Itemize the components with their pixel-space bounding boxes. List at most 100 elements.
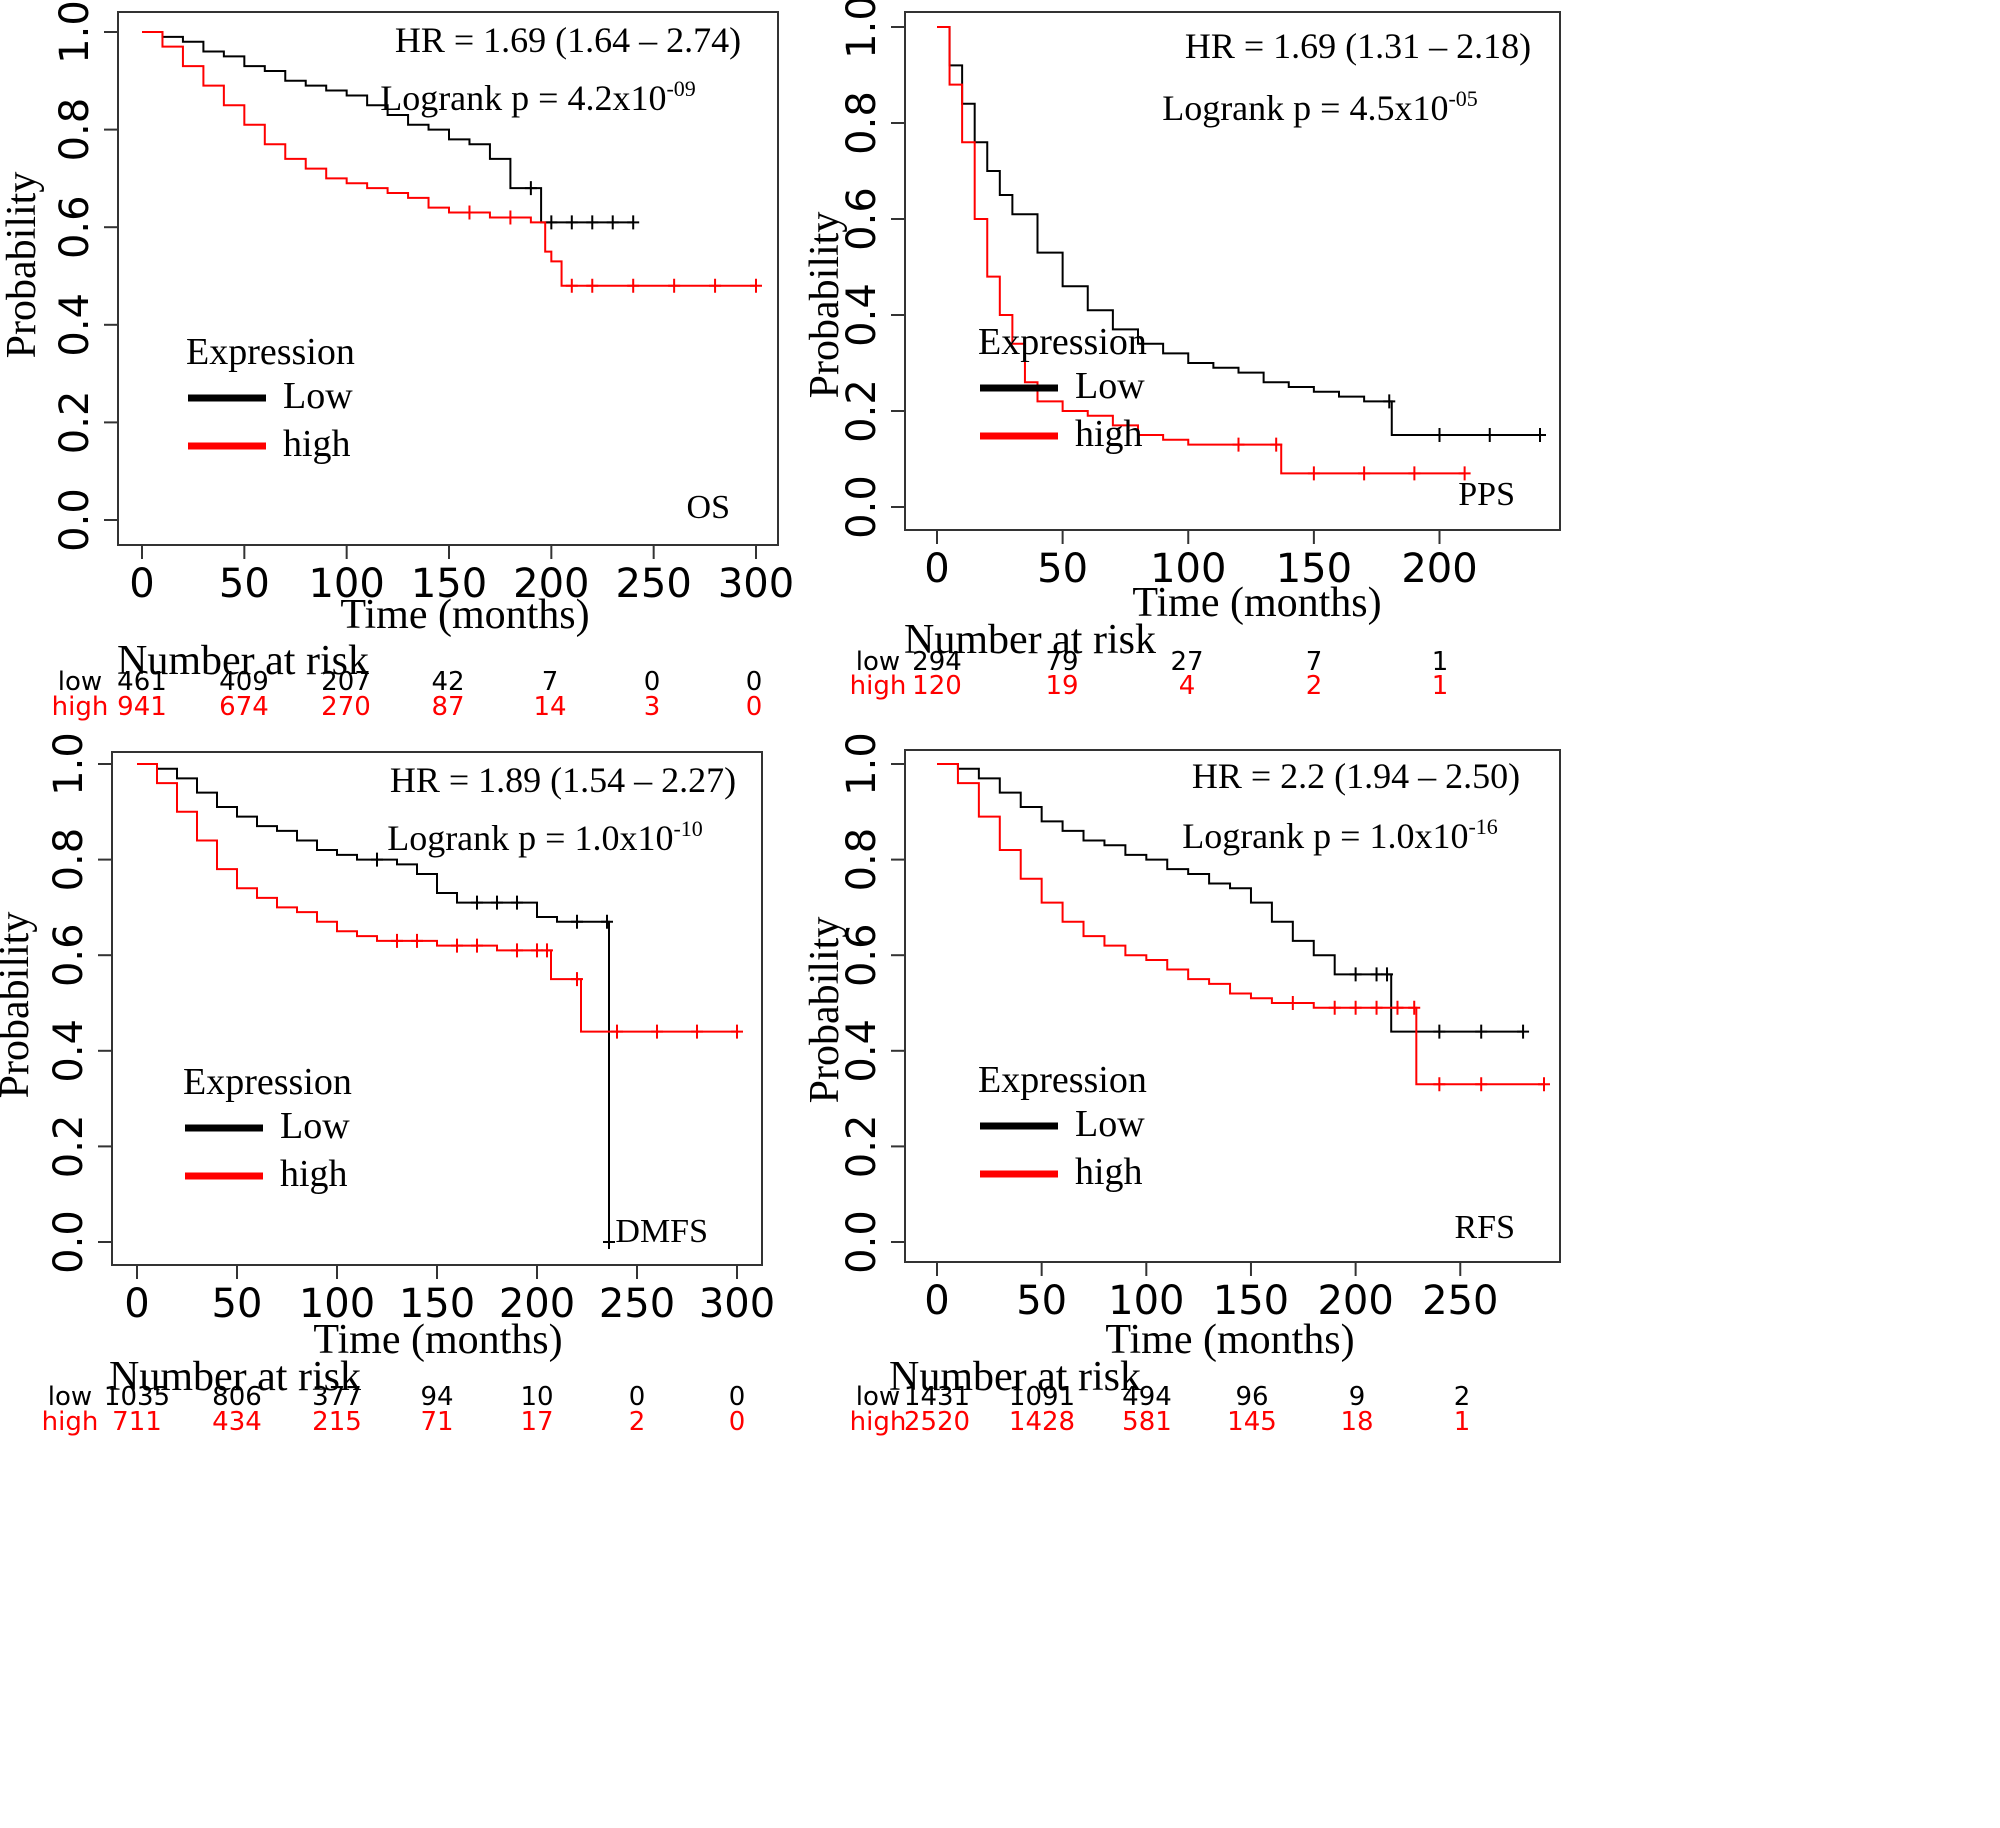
risk-value-high: 18	[1340, 1407, 1373, 1437]
censor-mark-high	[586, 278, 599, 293]
legend-label-low: Low	[280, 1105, 350, 1147]
censor-mark-high	[411, 933, 423, 948]
x-tick-label: 0	[124, 1281, 149, 1327]
logrank-annotation: Logrank p = 4.5x10-05	[1162, 86, 1478, 128]
risk-value-high: 1	[1454, 1407, 1471, 1437]
risk-value-high: 674	[219, 692, 269, 722]
risk-value-low: 494	[1122, 1382, 1172, 1412]
risk-value-low: 2	[1454, 1382, 1471, 1412]
risk-value-high: 434	[212, 1407, 262, 1437]
censor-mark-high	[1370, 1000, 1383, 1015]
risk-value-high: 145	[1227, 1407, 1277, 1437]
censor-mark-low	[1349, 967, 1362, 982]
panel-label: PPS	[1458, 476, 1515, 513]
hr-annotation: HR = 1.69 (1.31 – 2.18)	[1185, 26, 1531, 66]
x-tick-label: 150	[399, 1281, 475, 1327]
censor-mark-high	[451, 938, 463, 953]
legend-title: Expression	[183, 1061, 352, 1103]
risk-table-title: Number at risk	[117, 638, 369, 684]
x-tick-label: 50	[212, 1281, 263, 1327]
x-axis-title: Time (months)	[340, 592, 589, 638]
censor-mark-low	[1534, 428, 1546, 442]
censor-mark-high	[511, 943, 523, 958]
hr-annotation: HR = 2.2 (1.94 – 2.50)	[1192, 756, 1520, 796]
x-axis-title: Time (months)	[1132, 580, 1381, 626]
y-tick-label: 0.6	[46, 923, 92, 987]
x-tick-label: 150	[411, 561, 487, 607]
risk-value-low: 1091	[1009, 1382, 1075, 1412]
censor-mark-high	[1458, 466, 1471, 481]
km-panel-os: 0.00.20.40.60.81.00 50 100 150 200 250 300Time…	[0, 0, 794, 722]
x-tick-label: 150	[1276, 546, 1352, 592]
censor-mark-high	[1408, 466, 1421, 481]
x-tick-label: 100	[1150, 546, 1226, 592]
censor-mark-high	[1408, 1000, 1421, 1015]
x-tick-label: 50	[219, 561, 270, 607]
y-tick-label: 1.0	[839, 732, 885, 796]
censor-mark-low	[511, 895, 523, 910]
censor-mark-high	[565, 278, 578, 293]
y-tick-label: 0.2	[46, 1115, 92, 1179]
risk-value-high: 0	[746, 692, 763, 722]
risk-row-label-high: high	[850, 1407, 907, 1437]
y-tick-label: 0.6	[839, 187, 885, 251]
censor-mark-high	[1475, 1077, 1488, 1092]
km-curve-low	[937, 26, 1540, 436]
risk-value-high: 0	[729, 1407, 746, 1437]
y-tick-label: 0.8	[46, 828, 92, 892]
km-curve-high	[137, 763, 737, 1033]
y-tick-label: 0.4	[839, 283, 885, 347]
censor-mark-low	[565, 215, 578, 230]
y-tick-label: 0.0	[46, 1210, 92, 1274]
x-tick-label: 200	[1401, 546, 1477, 592]
censor-mark-low	[601, 914, 613, 929]
km-curve-high	[142, 31, 756, 287]
risk-value-low: 377	[312, 1382, 362, 1412]
risk-value-high: 71	[420, 1407, 453, 1437]
y-tick-label: 0.4	[46, 1019, 92, 1083]
plot-frame	[904, 11, 1561, 531]
censor-mark-low	[571, 914, 583, 929]
risk-value-low: 9	[1349, 1382, 1366, 1412]
risk-row-label-high: high	[52, 692, 109, 722]
km-curve-low	[937, 763, 1524, 1033]
censor-mark-low	[603, 1235, 615, 1249]
risk-value-high: 87	[431, 692, 464, 722]
x-tick-label: 200	[513, 561, 589, 607]
censor-mark-high	[471, 938, 483, 953]
risk-value-low: 0	[729, 1382, 746, 1412]
risk-value-low: 96	[1235, 1382, 1268, 1412]
risk-value-high: 941	[117, 692, 167, 722]
risk-value-low: 461	[117, 667, 167, 697]
x-tick-label: 200	[499, 1281, 575, 1327]
censor-mark-high	[463, 205, 476, 220]
censor-mark-high	[1270, 437, 1283, 452]
risk-value-low: 207	[321, 667, 371, 697]
censor-mark-high	[571, 972, 583, 987]
risk-value-low: 94	[420, 1382, 453, 1412]
censor-mark-low	[1370, 967, 1383, 982]
censor-mark-high	[611, 1024, 623, 1039]
logrank-text: Logrank p = 4.5x10	[1162, 88, 1448, 128]
risk-value-low: 7	[1306, 647, 1323, 677]
risk-value-high: 14	[533, 692, 566, 722]
logrank-exponent: -09	[666, 76, 695, 101]
censor-mark-low	[1433, 1024, 1446, 1039]
risk-value-low: 0	[644, 667, 661, 697]
y-tick-label: 0.4	[52, 293, 98, 357]
risk-row-label-low: low	[856, 647, 900, 677]
censor-mark-low	[1475, 1024, 1488, 1039]
y-tick-label: 0.0	[839, 1210, 885, 1274]
censor-mark-high	[1538, 1077, 1550, 1092]
km-curve-low	[142, 31, 634, 224]
risk-row-label-low: low	[48, 1382, 92, 1412]
y-tick-label: 0.8	[52, 98, 98, 162]
censor-mark-high	[627, 278, 640, 293]
risk-table-title: Number at risk	[889, 1354, 1141, 1400]
km-curve-low	[137, 763, 610, 1242]
logrank-text: Logrank p = 4.2x10	[380, 78, 666, 118]
y-tick-label: 0.6	[52, 195, 98, 259]
censor-mark-high	[504, 210, 517, 225]
x-tick-label: 150	[1213, 1278, 1289, 1324]
